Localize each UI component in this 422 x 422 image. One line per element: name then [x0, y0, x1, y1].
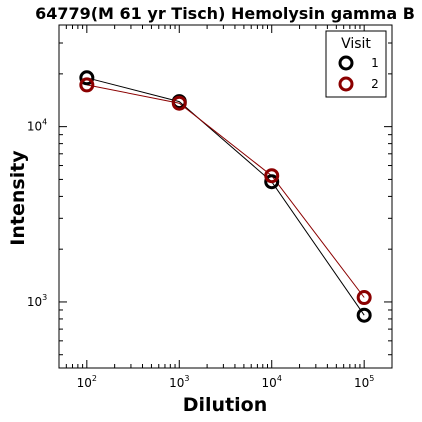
x-axis-label: Dilution: [183, 394, 268, 416]
legend-title: Visit: [341, 36, 371, 52]
x-tick-exponent: 2: [92, 374, 97, 383]
series-1-line: [86, 77, 365, 316]
legend-label-2: 2: [371, 77, 379, 91]
x-tick-label: 104: [262, 374, 282, 390]
series-1-point: [356, 307, 372, 323]
x-tick-base: 10: [169, 376, 184, 390]
y-tick-base: 10: [27, 295, 42, 309]
x-tick-exponent: 4: [277, 374, 282, 383]
x-tick-base: 10: [77, 376, 92, 390]
series-2-point: [356, 290, 372, 306]
x-tick-exponent: 5: [369, 374, 374, 383]
x-tick-base: 10: [354, 376, 369, 390]
y-tick-exponent: 3: [42, 293, 47, 302]
series-1-point: [264, 174, 280, 190]
y-tick-label: 104: [27, 118, 47, 134]
x-tick-exponent: 3: [184, 374, 189, 383]
x-tick-label: 102: [77, 374, 97, 390]
y-tick-base: 10: [27, 120, 42, 134]
y-tick-exponent: 4: [42, 118, 47, 127]
series-2-point: [264, 168, 280, 184]
legend-label-1: 1: [371, 56, 379, 70]
series-layer: [79, 70, 372, 323]
legend: Visit 1 2: [325, 30, 387, 98]
series-1-point: [79, 70, 95, 86]
series-2-line: [86, 84, 365, 298]
x-tick-label: 103: [169, 374, 189, 390]
x-tick-label: 105: [354, 374, 374, 390]
y-tick-label: 103: [27, 293, 47, 309]
x-tick-base: 10: [262, 376, 277, 390]
series-2-point: [171, 95, 187, 111]
y-axis-label: Intensity: [7, 150, 29, 246]
chart-title: 64779(M 61 yr Tisch) Hemolysin gamma B: [35, 4, 415, 23]
legend-box: [325, 30, 387, 98]
legend-marker-1: [338, 55, 354, 71]
series-2-point: [79, 77, 95, 93]
legend-marker-2: [338, 76, 354, 92]
